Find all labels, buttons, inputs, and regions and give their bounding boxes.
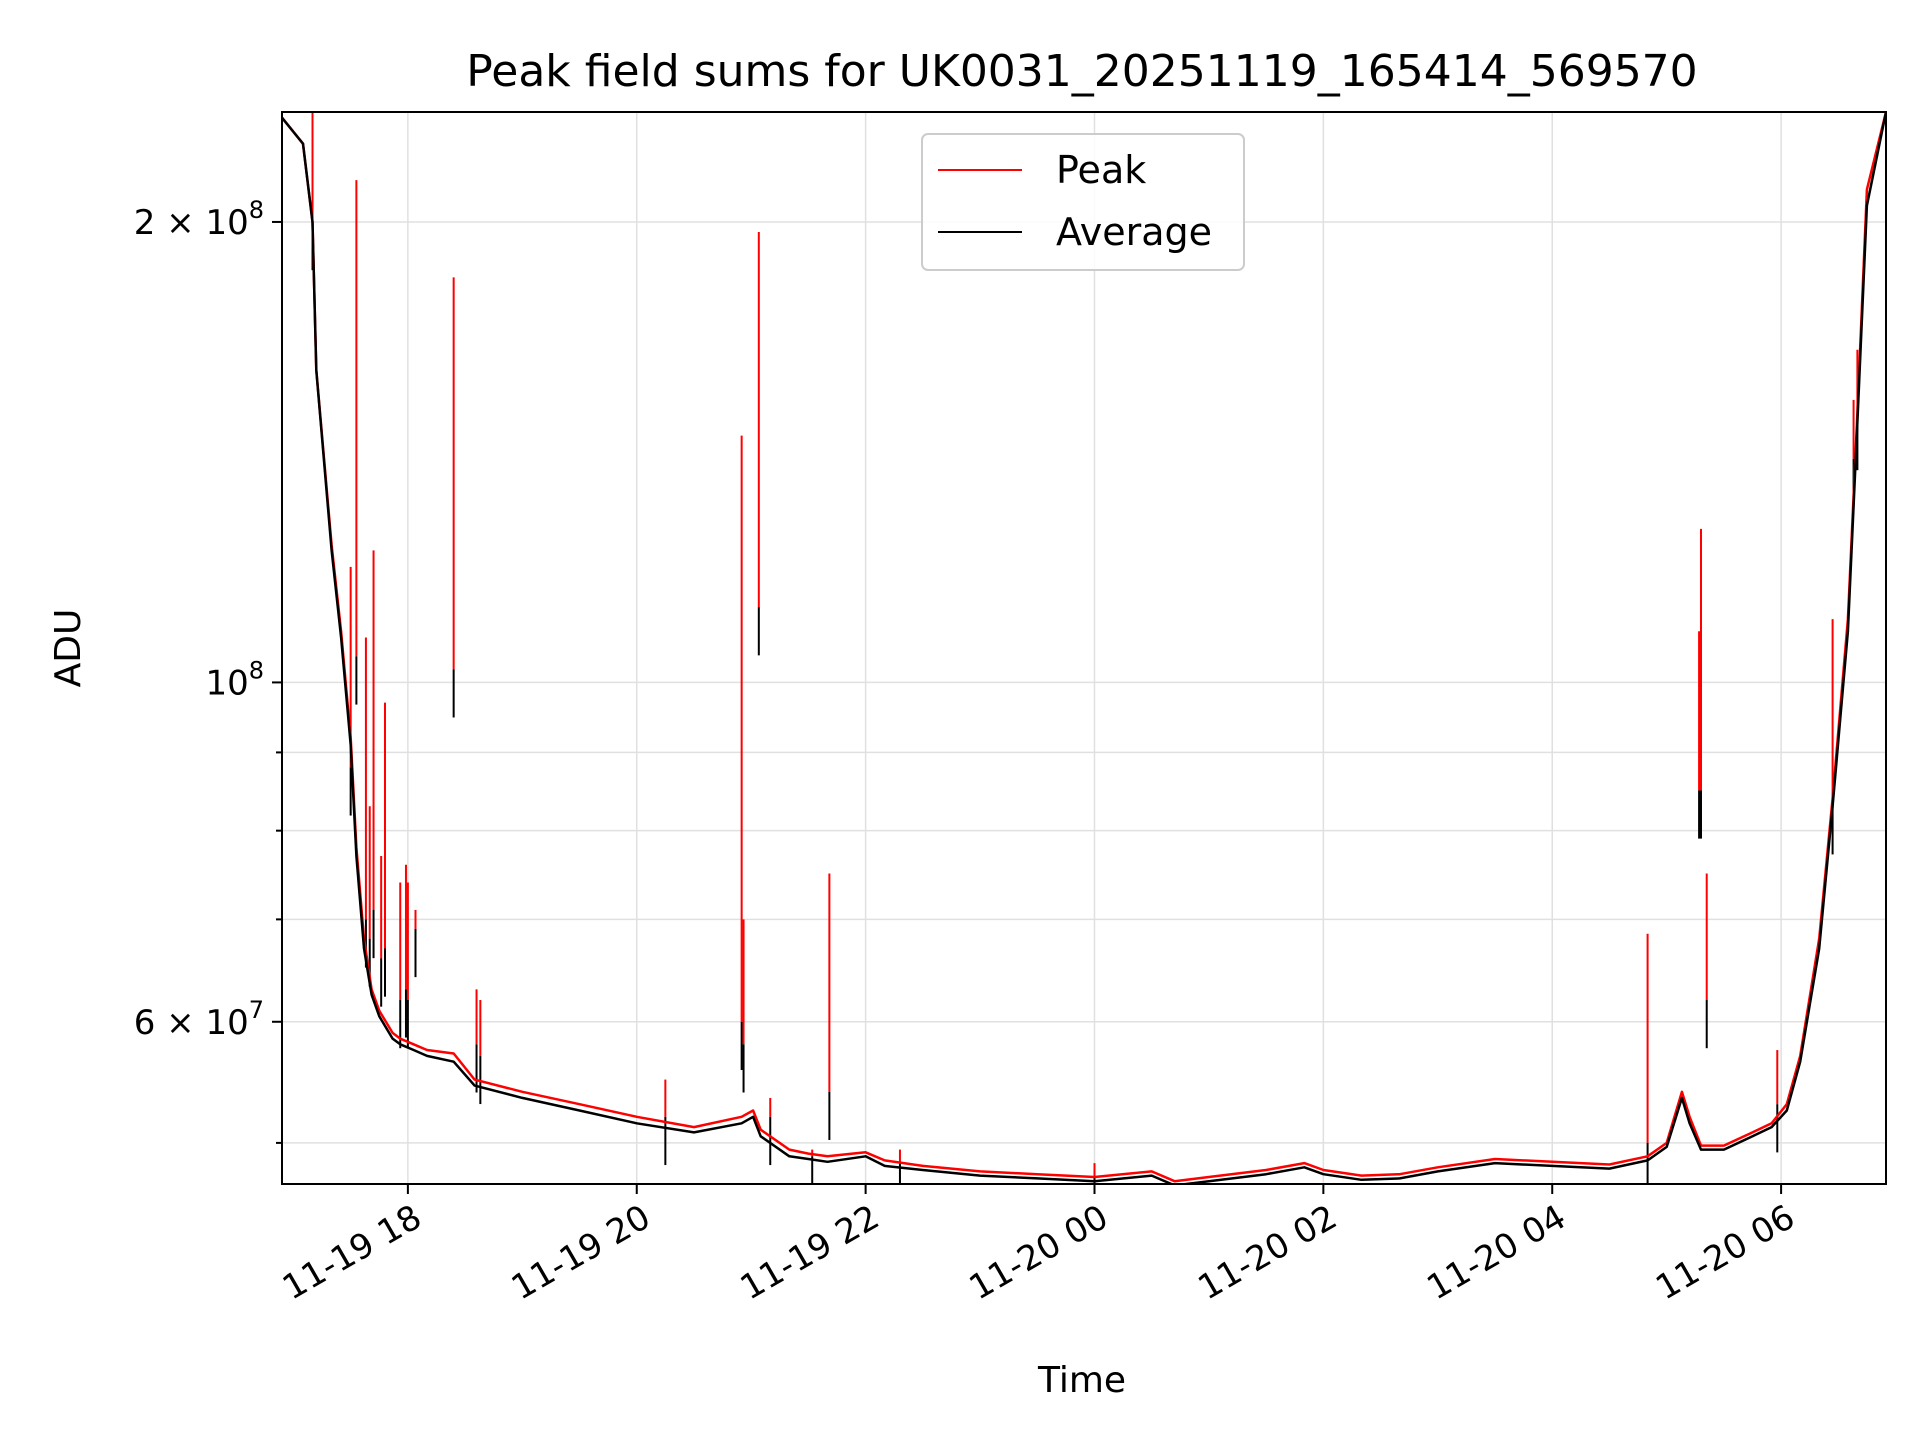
series-group [282, 112, 1886, 1184]
y-axis-ticks: 108 2 × 108 6 × 107 [134, 196, 282, 1144]
legend: Peak Average [921, 133, 1245, 271]
legend-peak-label: Peak [1056, 148, 1146, 192]
average-series-line [282, 112, 1886, 1184]
legend-box [921, 133, 1245, 271]
peak-series-line [282, 112, 1886, 1183]
legend-average-label: Average [1056, 210, 1212, 254]
y-tick-label: 2 × 108 [134, 196, 264, 243]
y-tick-label: 108 [205, 656, 264, 703]
x-axis-label: Time [1037, 1360, 1126, 1401]
y-tick-label: 6 × 107 [134, 996, 264, 1043]
grid [282, 112, 1886, 1184]
plot-area [282, 112, 1886, 1184]
y-axis-label: ADU [48, 609, 89, 688]
chart-title: Peak field sums for UK0031_20251119_1654… [466, 46, 1697, 97]
axes-frame [281, 111, 1887, 1185]
